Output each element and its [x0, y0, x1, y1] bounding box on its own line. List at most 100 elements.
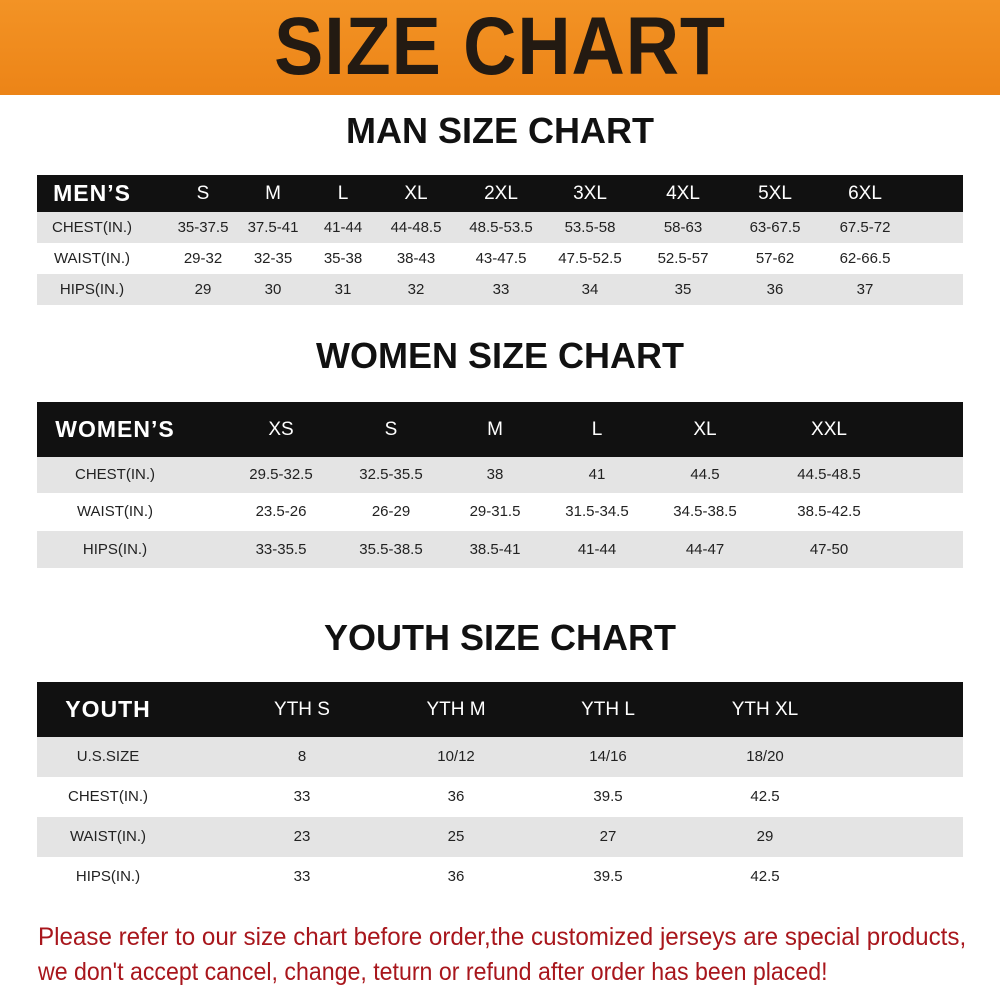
- size-header: XL: [404, 183, 428, 204]
- size-header: YTH L: [581, 699, 635, 720]
- men-table-row: WAIST(IN.) 29-32 32-35 35-38 38-43 43-47.5 47.…: [37, 243, 963, 274]
- measurement-value: 57-62: [755, 250, 795, 267]
- measurement-value: 67.5-72: [839, 219, 891, 236]
- measurement-value: 25: [447, 828, 465, 845]
- measurement-value: 29.5-32.5: [249, 466, 313, 483]
- measurement-value: 36: [766, 281, 784, 298]
- measurement-value: 36: [447, 788, 465, 805]
- size-header: 2XL: [484, 183, 518, 204]
- size-header: 3XL: [573, 183, 607, 204]
- size-header: 6XL: [848, 183, 882, 204]
- women-header-row: WOMEN’S XS S M L XL XXL: [37, 402, 963, 457]
- measurement-label: CHEST(IN.): [52, 219, 132, 236]
- youth-header-row: YOUTH YTH S YTH M YTH L YTH XL: [37, 682, 963, 737]
- table-label: YOUTH: [65, 696, 151, 722]
- youth-size-table: YOUTH YTH S YTH M YTH L YTH XL U.S.SIZE 8 10/12…: [37, 682, 963, 897]
- measurement-label: U.S.SIZE: [76, 748, 140, 765]
- measurement-value: 23: [293, 828, 311, 845]
- measurement-value: 41: [588, 466, 606, 483]
- measurement-value: 37.5-41: [247, 219, 299, 236]
- table-label: MEN’S: [53, 180, 131, 206]
- youth-table-row: U.S.SIZE 8 10/12 14/16 18/20: [37, 737, 963, 777]
- youth-table-row: HIPS(IN.) 33 36 39.5 42.5: [37, 857, 963, 897]
- measurement-value: 35.5-38.5: [359, 541, 423, 558]
- measurement-value: 33: [293, 788, 311, 805]
- women-size-table: WOMEN’S XS S M L XL XXL CHEST(IN.) 29.5-32.5 32.5…: [37, 402, 963, 568]
- measurement-value: 33: [293, 868, 311, 885]
- measurement-value: 39.5: [593, 868, 623, 885]
- measurement-value: 32: [407, 281, 425, 298]
- size-header: S: [384, 419, 398, 440]
- measurement-value: 47.5-52.5: [558, 250, 622, 267]
- measurement-value: 34: [581, 281, 599, 298]
- measurement-label: HIPS(IN.): [59, 281, 125, 298]
- men-section-title: MAN SIZE CHART: [346, 110, 654, 151]
- measurement-value: 29: [756, 828, 774, 845]
- measurement-value: 33-35.5: [255, 541, 307, 558]
- measurement-label: HIPS(IN.): [82, 541, 148, 558]
- size-header: XXL: [811, 419, 847, 440]
- women-table-row: CHEST(IN.) 29.5-32.5 32.5-35.5 38 41 44.5 44.5…: [37, 457, 963, 493]
- measurement-value: 27: [599, 828, 617, 845]
- measurement-value: 36: [447, 868, 465, 885]
- measurement-value: 43-47.5: [475, 250, 527, 267]
- measurement-value: 35-37.5: [177, 219, 229, 236]
- measurement-value: 18/20: [746, 748, 784, 765]
- size-header: YTH M: [426, 699, 486, 720]
- measurement-value: 44-47: [685, 541, 725, 558]
- measurement-value: 29-31.5: [469, 503, 521, 520]
- measurement-value: 42.5: [750, 868, 780, 885]
- measurement-value: 44.5: [690, 466, 720, 483]
- measurement-value: 32.5-35.5: [359, 466, 423, 483]
- measurement-label: WAIST(IN.): [69, 828, 147, 845]
- measurement-value: 38.5-41: [469, 541, 521, 558]
- measurement-value: 63-67.5: [749, 219, 801, 236]
- measurement-value: 52.5-57: [657, 250, 709, 267]
- youth-section-title: YOUTH SIZE CHART: [323, 617, 676, 658]
- men-header-row: MEN’S S M L XL 2XL 3XL 4XL 5XL 6XL: [37, 175, 963, 212]
- measurement-value: 34.5-38.5: [673, 503, 737, 520]
- measurement-value: 39.5: [593, 788, 623, 805]
- men-table-row: CHEST(IN.) 35-37.5 37.5-41 41-44 44-48.5 48.5…: [37, 212, 963, 243]
- measurement-label: WAIST(IN.): [76, 503, 154, 520]
- measurement-value: 48.5-53.5: [469, 219, 533, 236]
- measurement-value: 38.5-42.5: [797, 503, 861, 520]
- size-header: L: [337, 183, 349, 204]
- measurement-value: 38-43: [396, 250, 436, 267]
- size-header: M: [487, 419, 503, 440]
- measurement-label: CHEST(IN.): [75, 466, 155, 483]
- size-header: L: [591, 419, 603, 440]
- measurement-value: 32-35: [253, 250, 293, 267]
- measurement-value: 38: [486, 466, 504, 483]
- measurement-value: 30: [264, 281, 282, 298]
- measurement-value: 35-38: [323, 250, 363, 267]
- men-size-table: MEN’S S M L XL 2XL 3XL 4XL 5XL 6XL CHEST(IN.) 35-37…: [37, 175, 963, 305]
- measurement-value: 42.5: [750, 788, 780, 805]
- measurement-value: 26-29: [371, 503, 411, 520]
- measurement-label: CHEST(IN.): [68, 788, 148, 805]
- measurement-value: 47-50: [809, 541, 849, 558]
- women-section-title: WOMEN SIZE CHART: [316, 335, 684, 376]
- measurement-value: 23.5-26: [255, 503, 307, 520]
- measurement-value: 58-63: [663, 219, 703, 236]
- measurement-value: 41-44: [577, 541, 617, 558]
- measurement-value: 31: [334, 281, 352, 298]
- size-header: XS: [268, 419, 294, 440]
- measurement-value: 37: [856, 281, 874, 298]
- measurement-value: 62-66.5: [839, 250, 891, 267]
- men-table-row: HIPS(IN.) 29 30 31 32 33 34 35 36 37: [37, 274, 963, 305]
- measurement-value: 29: [194, 281, 212, 298]
- measurement-value: 41-44: [323, 219, 363, 236]
- measurement-value: 44.5-48.5: [797, 466, 861, 483]
- size-header: YTH S: [274, 699, 330, 720]
- size-header: 4XL: [666, 183, 700, 204]
- youth-table-row: WAIST(IN.) 23 25 27 29: [37, 817, 963, 857]
- notice-line-1: Please refer to our size chart before or…: [38, 923, 967, 951]
- measurement-value: 8: [297, 748, 307, 765]
- measurement-value: 31.5-34.5: [565, 503, 629, 520]
- measurement-value: 29-32: [183, 250, 223, 267]
- measurement-value: 35: [674, 281, 692, 298]
- women-table-row: HIPS(IN.) 33-35.5 35.5-38.5 38.5-41 41-44 44-…: [37, 531, 963, 568]
- measurement-value: 10/12: [437, 748, 475, 765]
- measurement-label: HIPS(IN.): [75, 868, 141, 885]
